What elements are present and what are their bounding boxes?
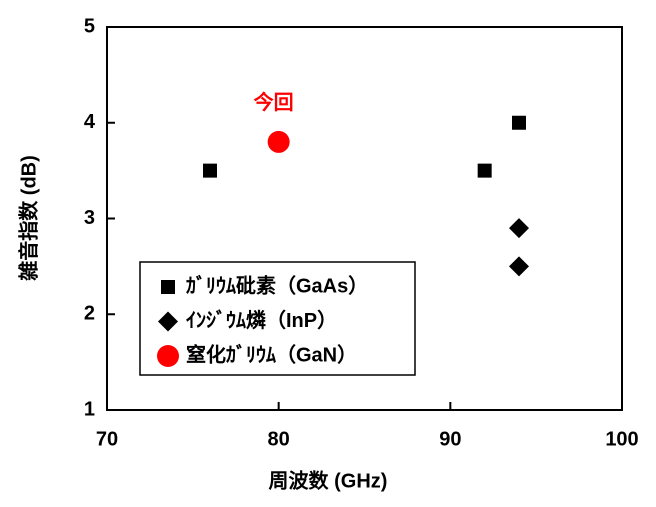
legend-label: 窒化ｶﾞﾘｳﾑ（GaN） xyxy=(186,342,357,366)
y-axis-label: 雑音指数 (dB) xyxy=(16,155,40,282)
legend-label: ｲﾝｼﾞｳﾑ燐（InP） xyxy=(186,308,337,332)
y-tick-label: 3 xyxy=(84,207,95,229)
y-tick-label: 4 xyxy=(84,111,96,133)
legend-label: ｶﾞﾘｳﾑ砒素（GaAs） xyxy=(186,273,368,297)
data-point xyxy=(203,163,217,178)
x-tick-label: 90 xyxy=(439,428,461,450)
x-tick-label: 70 xyxy=(96,428,118,450)
data-point xyxy=(509,256,529,277)
x-axis-label: 周波数 (GHz) xyxy=(269,468,388,492)
legend-marker xyxy=(161,280,175,294)
annotation: 今回 xyxy=(254,90,294,114)
data-point xyxy=(512,115,526,130)
y-tick-label: 2 xyxy=(84,303,95,325)
x-tick-label: 80 xyxy=(268,428,290,450)
y-tick-label: 1 xyxy=(84,398,95,420)
y-tick-label: 5 xyxy=(84,15,95,37)
data-point xyxy=(509,218,529,239)
legend-box xyxy=(139,261,416,376)
legend-marker xyxy=(157,345,179,367)
data-point xyxy=(477,163,492,178)
x-tick-label: 100 xyxy=(605,428,638,450)
data-point xyxy=(267,130,290,153)
legend-marker xyxy=(158,311,178,332)
